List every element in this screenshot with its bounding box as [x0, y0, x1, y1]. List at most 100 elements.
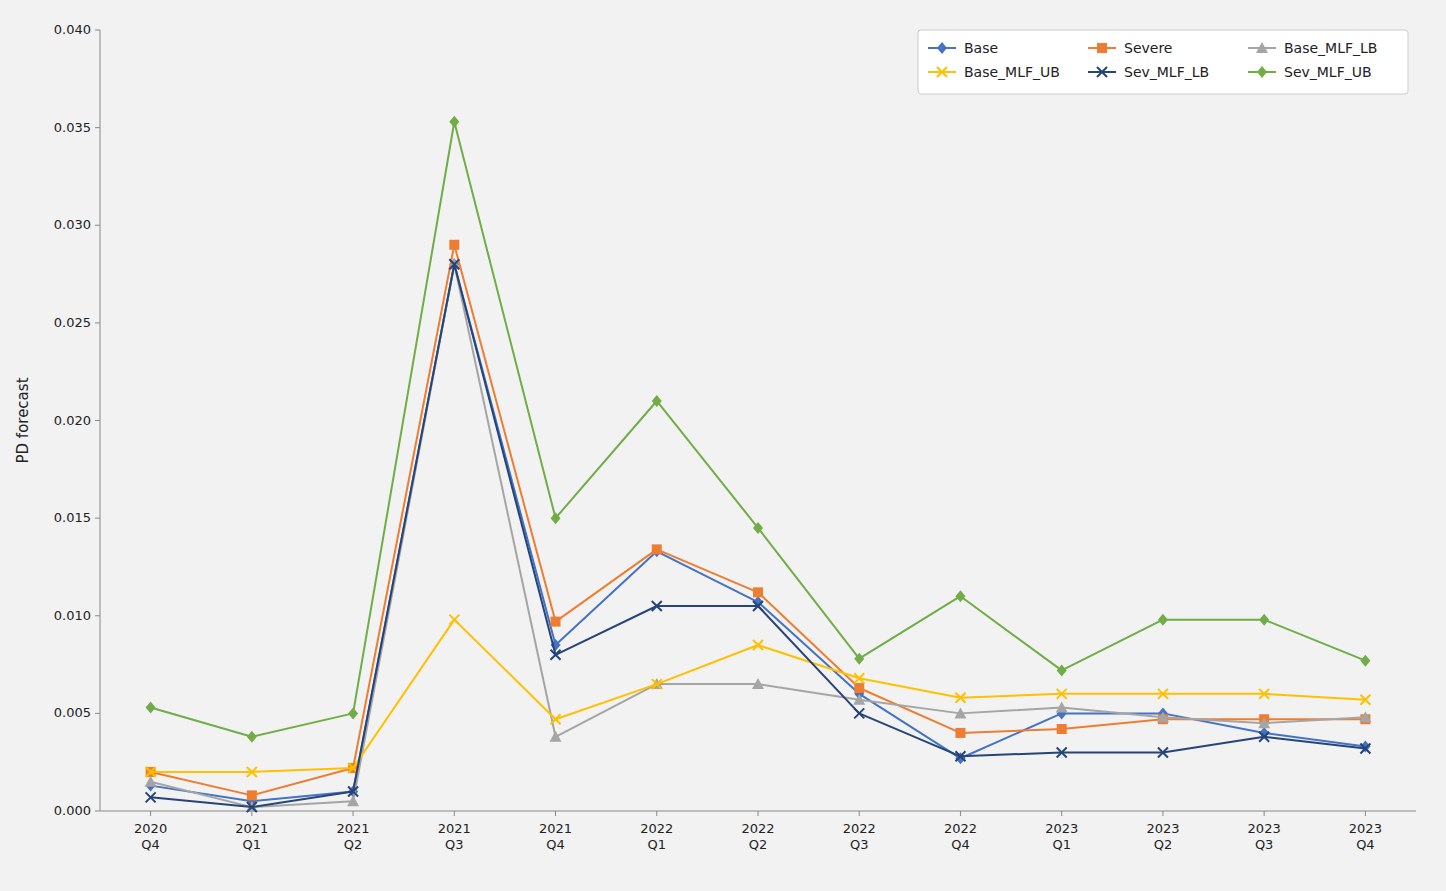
- point: [753, 601, 763, 611]
- legend-item: Sev_MLF_LB: [1088, 64, 1209, 80]
- x-tick-label-line: Q4: [141, 837, 160, 852]
- x-tick-label-line: 2021: [235, 821, 268, 836]
- x-tick-label: 2021Q1: [235, 821, 268, 852]
- x-tick-label-line: Q4: [1356, 837, 1375, 852]
- x-tick-label: 2022Q1: [640, 821, 673, 852]
- point: [752, 678, 764, 689]
- point: [146, 767, 156, 777]
- plot-area: [145, 116, 1372, 812]
- legend-item: Base_MLF_UB: [928, 64, 1060, 80]
- point: [551, 617, 561, 627]
- x-tick-label-line: Q2: [344, 837, 363, 852]
- y-tick: [95, 225, 100, 226]
- x-tick-label-line: Q1: [243, 837, 262, 852]
- series: [146, 259, 1371, 812]
- legend-item: Sev_MLF_UB: [1248, 64, 1372, 80]
- x-tick: [555, 811, 556, 816]
- legend-item: Base_MLF_LB: [1248, 40, 1377, 56]
- y-tick: [95, 713, 100, 714]
- legend-marker: [937, 42, 947, 54]
- point: [449, 240, 459, 250]
- y-tick: [95, 811, 100, 812]
- x-tick-label: 2023Q3: [1248, 821, 1281, 852]
- series: [146, 615, 1371, 777]
- x-tick: [1061, 811, 1062, 816]
- point: [1057, 664, 1067, 676]
- point: [1157, 711, 1169, 722]
- point: [1259, 689, 1269, 699]
- x-tick: [1264, 811, 1265, 816]
- point: [652, 601, 662, 611]
- point: [1360, 655, 1370, 667]
- point: [1056, 702, 1068, 713]
- legend-label: Severe: [1124, 40, 1172, 56]
- point: [551, 650, 561, 660]
- legend-label: Base_MLF_LB: [1284, 40, 1377, 56]
- point: [1158, 747, 1168, 757]
- x-tick-label-line: Q1: [1052, 837, 1071, 852]
- series-line: [151, 264, 1366, 807]
- x-tick-label: 2023Q4: [1349, 821, 1382, 852]
- y-tick: [95, 420, 100, 421]
- x-tick: [454, 811, 455, 816]
- legend-marker: [1097, 67, 1107, 77]
- x-tick-label-line: 2022: [843, 821, 876, 836]
- point: [955, 752, 965, 764]
- y-tick-label: 0.005: [54, 705, 91, 720]
- point: [955, 590, 965, 602]
- point: [1360, 744, 1370, 754]
- point: [854, 673, 864, 683]
- point: [348, 786, 358, 796]
- point: [247, 790, 257, 800]
- y-tick: [95, 615, 100, 616]
- x-tick-label: 2023Q2: [1146, 821, 1179, 852]
- x-tick-label: 2022Q3: [843, 821, 876, 852]
- series: [146, 116, 1371, 743]
- x-tick-label: 2020Q4: [134, 821, 167, 852]
- x-tick-label: 2022Q4: [944, 821, 977, 852]
- x-tick-label: 2021Q2: [337, 821, 370, 852]
- y-tick: [95, 127, 100, 128]
- point: [854, 683, 864, 693]
- x-tick-label-line: Q3: [850, 837, 869, 852]
- point: [853, 694, 865, 705]
- x-tick-label-line: Q3: [445, 837, 464, 852]
- point: [753, 587, 763, 597]
- y-tick-label: 0.015: [54, 510, 91, 525]
- chart: 0.0000.0050.0100.0150.0200.0250.0300.035…: [0, 0, 1446, 891]
- y-axis-label: PD forecast: [14, 377, 32, 463]
- point: [854, 653, 864, 665]
- legend-item: Base: [928, 40, 998, 56]
- point: [1057, 689, 1067, 699]
- x-tick-label-line: 2021: [438, 821, 471, 836]
- x-tick-label-line: Q1: [648, 837, 667, 852]
- background: [0, 0, 1446, 891]
- point: [449, 116, 459, 128]
- x-tick-label-line: 2020: [134, 821, 167, 836]
- x-tick-label-line: Q2: [1154, 837, 1173, 852]
- point: [651, 678, 663, 689]
- series-line: [151, 122, 1366, 737]
- x-tick-label-line: 2022: [741, 821, 774, 836]
- x-tick-label-line: Q2: [749, 837, 768, 852]
- point: [1057, 747, 1067, 757]
- x-tick: [960, 811, 961, 816]
- series: [146, 258, 1371, 807]
- x-tick: [150, 811, 151, 816]
- axes: 0.0000.0050.0100.0150.0200.0250.0300.035…: [54, 22, 1416, 852]
- point: [1359, 711, 1371, 722]
- x-tick-label-line: Q4: [546, 837, 565, 852]
- series-line: [151, 245, 1366, 796]
- legend-label: Sev_MLF_LB: [1124, 64, 1209, 80]
- point: [1360, 695, 1370, 705]
- legend-label: Base: [964, 40, 998, 56]
- series-line: [151, 264, 1366, 807]
- x-tick-label: 2021Q4: [539, 821, 572, 852]
- legend-label: Sev_MLF_UB: [1284, 64, 1372, 80]
- point: [1360, 741, 1370, 753]
- point: [652, 395, 662, 407]
- x-tick: [353, 811, 354, 816]
- point: [854, 708, 864, 718]
- x-tick-label: 2021Q3: [438, 821, 471, 852]
- y-tick-label: 0.025: [54, 315, 91, 330]
